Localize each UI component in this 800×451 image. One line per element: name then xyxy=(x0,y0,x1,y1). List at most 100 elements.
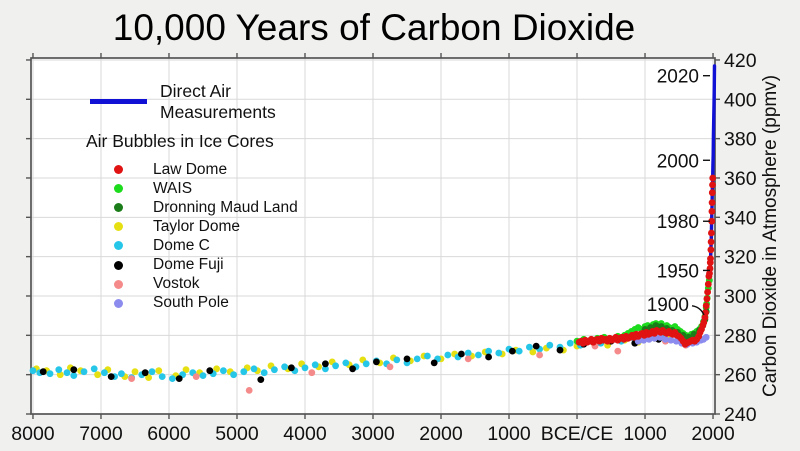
scatter-point-dome-fuji xyxy=(485,353,492,361)
y-tick-label: 400 xyxy=(724,89,757,111)
scatter-point-vostok xyxy=(536,351,543,359)
scatter-point-dome-fuji xyxy=(373,358,380,366)
scatter-point-dome-c xyxy=(230,371,238,379)
scatter-point-dome-fuji xyxy=(349,365,356,373)
scatter-point-vostok xyxy=(128,375,136,382)
scatter-point-law-dome xyxy=(707,238,715,246)
legend-dot-icon xyxy=(114,222,123,232)
annotation-year-label: 1950 xyxy=(657,261,699,282)
scatter-point-law-dome xyxy=(709,174,717,182)
scatter-point-dome-c xyxy=(70,372,78,379)
scatter-point-dome-c xyxy=(29,367,37,375)
legend-item-label: Taylor Dome xyxy=(153,217,240,235)
scatter-point-dome-fuji xyxy=(257,376,265,383)
scatter-point-dome-c xyxy=(148,368,156,376)
scatter-point-law-dome xyxy=(708,229,715,237)
scatter-point-dome-c xyxy=(250,365,258,373)
scatter-point-vostok xyxy=(192,373,200,380)
scatter-point-dome-fuji xyxy=(509,347,516,355)
legend-dot-icon xyxy=(114,203,123,213)
scatter-point-dome-c xyxy=(444,351,452,359)
scatter-point-dome-c xyxy=(271,366,278,374)
direct-air-legend-line1: Direct Air xyxy=(160,81,231,101)
scatter-point-law-dome xyxy=(704,288,711,296)
annotation-year-label: 2020 xyxy=(657,67,699,88)
x-tick-label: 2000 xyxy=(691,423,735,445)
legend-item-dronning-maud-land: Dronning Maud Land xyxy=(108,198,298,217)
scatter-point-dome-c xyxy=(101,369,108,377)
legend-item-label: WAIS xyxy=(153,179,193,197)
x-tick-label: 5000 xyxy=(215,423,259,445)
legend-dot-icon xyxy=(114,184,123,194)
scatter-point-dome-c xyxy=(311,361,319,369)
scatter-point-taylor-dome xyxy=(145,374,153,381)
x-tick-label: 7000 xyxy=(79,423,123,445)
y-tick-label: 360 xyxy=(724,168,757,190)
legend-item-wais: WAIS xyxy=(108,179,298,198)
scatter-point-taylor-dome xyxy=(529,348,537,356)
scatter-point-dome-c xyxy=(393,356,401,364)
scatter-point-dome-fuji xyxy=(107,373,115,380)
annotation-curve xyxy=(691,305,705,316)
scatter-point-dome-c xyxy=(55,366,63,374)
legend-dot-icon xyxy=(114,165,123,175)
legend-dot-icon xyxy=(114,298,123,308)
scatter-point-vostok xyxy=(386,363,394,371)
scatter-point-vostok xyxy=(245,387,253,394)
scatter-point-dome-c xyxy=(90,365,98,373)
scatter-point-dome-c xyxy=(546,341,554,349)
scatter-point-law-dome xyxy=(704,280,712,288)
ice-cores-legend-list: Law Dome WAIS Dronning Maud Land Taylor Dom… xyxy=(108,160,298,313)
scatter-point-dome-fuji xyxy=(39,368,47,376)
scatter-point-dome-c xyxy=(240,368,248,376)
scatter-point-dome-c xyxy=(413,355,421,363)
scatter-point-law-dome xyxy=(708,199,716,207)
legend-dot-icon xyxy=(114,279,123,289)
legend-item-dome-c: Dome C xyxy=(108,236,298,255)
scatter-point-taylor-dome xyxy=(131,368,139,376)
scatter-point-south-pole xyxy=(651,334,658,342)
x-tick-label: 3000 xyxy=(351,423,395,445)
scatter-point-dome-c xyxy=(526,343,533,351)
scatter-point-taylor-dome xyxy=(182,366,190,374)
legend-item-label: Dome C xyxy=(153,236,210,254)
direct-air-line-swatch xyxy=(90,99,147,104)
legend-item-label: South Pole xyxy=(153,294,229,312)
scatter-point-dome-fuji xyxy=(556,346,564,354)
x-tick-label: 2000 xyxy=(419,423,463,445)
x-tick-label: 8000 xyxy=(11,423,55,445)
scatter-point-dome-c xyxy=(322,365,329,373)
scatter-point-south-pole xyxy=(667,336,675,344)
y-tick-label: 280 xyxy=(724,325,757,347)
legend-dot-icon xyxy=(114,260,123,270)
scatter-point-vostok xyxy=(614,347,622,355)
legend-item-label: Dome Fuji xyxy=(153,256,224,274)
x-tick-label: 4000 xyxy=(283,423,327,445)
scatter-point-dome-c xyxy=(332,362,339,370)
scatter-point-dome-fuji xyxy=(175,375,183,382)
y-tick-label: 240 xyxy=(724,404,757,426)
scatter-point-dome-c xyxy=(260,369,268,377)
scatter-point-dome-fuji xyxy=(141,369,149,377)
scatter-point-law-dome xyxy=(708,189,716,197)
scatter-point-dome-fuji xyxy=(322,360,329,368)
legend-item-vostok: Vostok xyxy=(108,275,298,294)
legend-item-label: Vostok xyxy=(153,275,200,293)
y-tick-label: 380 xyxy=(724,129,757,151)
scatter-point-dome-fuji xyxy=(288,364,295,372)
scatter-point-dome-fuji xyxy=(403,355,411,363)
y-tick-label: 340 xyxy=(724,207,757,229)
scatter-point-law-dome xyxy=(708,208,716,215)
y-tick-label: 320 xyxy=(724,247,757,269)
legend-item-label: Law Dome xyxy=(153,160,228,178)
scatter-point-south-pole xyxy=(645,335,653,343)
scatter-point-dome-c xyxy=(63,369,71,377)
scatter-point-law-dome xyxy=(708,217,716,225)
scatter-point-law-dome xyxy=(709,181,716,189)
scatter-point-dome-c xyxy=(301,364,309,372)
legend-dot-icon xyxy=(114,241,123,251)
legend-item-taylor-dome: Taylor Dome xyxy=(108,217,298,236)
scatter-point-dome-c xyxy=(464,349,472,357)
scatter-point-dome-fuji xyxy=(430,359,438,367)
